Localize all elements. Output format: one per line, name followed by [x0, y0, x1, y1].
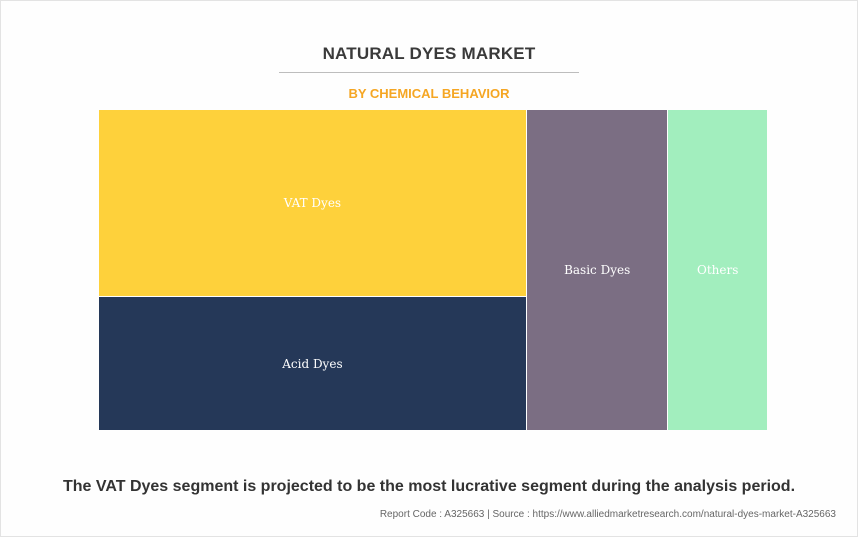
chart-subtitle: BY CHEMICAL BEHAVIOR	[348, 86, 510, 101]
chart-title: NATURAL DYES MARKET	[322, 44, 536, 63]
source-citation: Report Code : A325663 | Source : https:/…	[379, 509, 836, 520]
treemap-label-acid-dyes: Acid Dyes	[282, 356, 343, 371]
treemap-tile-acid-dyes: Acid Dyes	[99, 296, 526, 430]
title-divider	[279, 72, 579, 73]
treemap-tile-basic-dyes: Basic Dyes	[525, 110, 668, 430]
treemap-label-basic-dyes: Basic Dyes	[564, 263, 631, 277]
treemap-tile-others: Others	[667, 110, 767, 430]
treemap-tile-vat-dyes: VAT Dyes	[99, 110, 526, 297]
treemap-label-vat-dyes: VAT Dyes	[283, 196, 342, 211]
chart-footnote: The VAT Dyes segment is projected to be …	[62, 478, 796, 495]
treemap-label-others: Others	[697, 263, 739, 277]
treemap-chart: VAT Dyes Acid Dyes Basic Dyes Others	[99, 110, 767, 430]
